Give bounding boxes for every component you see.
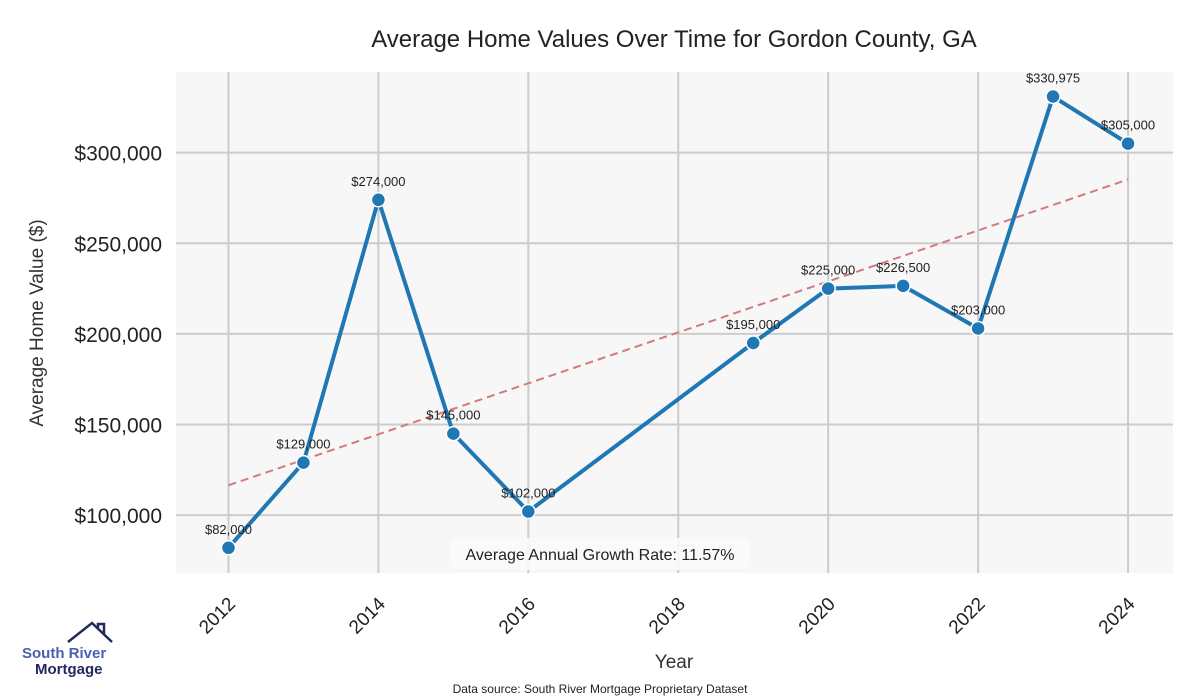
- annotation-box: [450, 538, 750, 570]
- y-tick-label: $100,000: [74, 505, 162, 528]
- x-tick-label: 2022: [945, 594, 990, 639]
- y-tick-label: $200,000: [74, 324, 162, 347]
- x-tick-label: 2024: [1095, 593, 1140, 638]
- chart-title: Average Home Values Over Time for Gordon…: [371, 26, 977, 53]
- data-label: $102,000: [501, 486, 555, 501]
- data-point: [445, 425, 462, 442]
- x-tick-label: 2018: [645, 594, 690, 639]
- data-point: [520, 503, 537, 520]
- data-label: $226,500: [876, 260, 930, 275]
- data-point: [1120, 135, 1136, 152]
- data-label: $82,000: [205, 522, 252, 537]
- data-point: [820, 280, 836, 297]
- plot-area: [176, 72, 1173, 573]
- data-source: Data source: South River Mortgage Propri…: [453, 682, 748, 696]
- house-icon: [67, 621, 113, 643]
- y-axis-label: Average Home Value ($): [27, 219, 48, 426]
- y-tick-label: $300,000: [74, 143, 162, 166]
- data-point: [295, 454, 312, 471]
- x-axis-label: Year: [655, 652, 694, 673]
- data-label: $225,000: [801, 263, 855, 278]
- trend-line: [228, 178, 1129, 487]
- data-label: $330,975: [1026, 71, 1080, 86]
- data-point: [745, 335, 761, 351]
- x-tick-label: 2014: [345, 593, 390, 638]
- data-label: $195,000: [726, 317, 780, 332]
- data-label: $129,000: [276, 437, 330, 452]
- logo-line1: South River: [22, 645, 107, 662]
- x-tick-label: 2012: [195, 594, 240, 639]
- y-tick-label: $250,000: [74, 233, 162, 256]
- logo: South River Mortgage: [22, 620, 122, 680]
- x-tick-label: 2016: [495, 594, 540, 639]
- data-label: $274,000: [351, 174, 405, 189]
- data-point: [1045, 88, 1061, 105]
- data-label: $305,000: [1101, 118, 1155, 133]
- data-point: [370, 192, 387, 208]
- data-point: [895, 278, 911, 294]
- data-label: $203,000: [951, 302, 1005, 317]
- data-point: [970, 320, 986, 337]
- data-point: [220, 540, 237, 556]
- data-label: $145,000: [426, 408, 480, 423]
- x-tick-label: 2020: [795, 594, 840, 639]
- growth-rate-annotation: Average Annual Growth Rate: 11.57%: [466, 547, 735, 564]
- y-tick-label: $150,000: [74, 415, 162, 438]
- logo-line2: Mortgage: [35, 661, 103, 678]
